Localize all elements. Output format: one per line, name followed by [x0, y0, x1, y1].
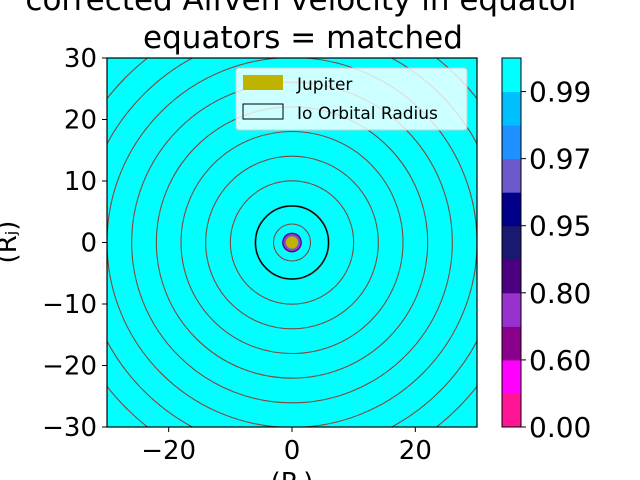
- y-tick-label: −10: [42, 290, 97, 320]
- colorbar-cell: [502, 192, 521, 227]
- y-axis-label: (Rⱼ): [0, 221, 23, 264]
- chart-title-line1: corrected Alfven velocity in equator: [25, 0, 580, 18]
- colorbar-tick-label: 0.00: [529, 411, 591, 444]
- y-tick-label: 20: [64, 106, 97, 136]
- legend-jupiter-swatch: [243, 75, 283, 90]
- chart-title-line2: equators = matched: [143, 20, 463, 56]
- colorbar-cell: [502, 225, 521, 260]
- x-axis-label: (Rⱼ): [271, 468, 314, 480]
- x-tick-label: −20: [141, 436, 196, 466]
- colorbar-tick-label: 0.97: [529, 143, 591, 176]
- x-axis-ticks: −20 0 20: [141, 427, 432, 466]
- y-tick-label: 10: [64, 167, 97, 197]
- colorbar-cell: [502, 158, 521, 193]
- legend-jupiter-label: Jupiter: [296, 75, 352, 95]
- contour-ring: [180, 130, 404, 355]
- colorbar-cell: [502, 125, 521, 160]
- colorbar-ticks: 0.00 0.60 0.80 0.95 0.97 0.99: [521, 76, 591, 444]
- colorbar-cell: [502, 326, 521, 361]
- colorbar-cell: [502, 393, 521, 428]
- colorbar-tick-label: 0.99: [529, 76, 591, 109]
- x-tick-label: 20: [399, 436, 432, 466]
- colorbar-tick-label: 0.80: [529, 277, 591, 310]
- inner-region: [255, 205, 329, 280]
- contour-ring: [205, 155, 379, 330]
- colorbar-cell: [502, 292, 521, 327]
- colorbar-cells: [502, 58, 521, 428]
- legend-io-swatch: [242, 103, 284, 120]
- colorbar: 0.00 0.60 0.80 0.95 0.97 0.99: [501, 57, 591, 444]
- contour-ring: [229, 180, 355, 305]
- legend: Jupiter Io Orbital Radius: [235, 67, 468, 131]
- legend-io-label: Io Orbital Radius: [297, 104, 438, 124]
- io-orbit-ring: [255, 205, 329, 280]
- y-axis-ticks: 30 20 10 0 −10 −20 −30: [42, 44, 107, 443]
- colorbar-cell: [502, 259, 521, 294]
- colorbar-frame: [501, 57, 522, 428]
- contour-ring: [254, 204, 330, 281]
- colorbar-cell: [502, 91, 521, 126]
- colorbar-cell: [502, 58, 521, 93]
- y-tick-label: 0: [80, 229, 97, 259]
- y-tick-label: −30: [42, 413, 97, 443]
- contour-ring: [272, 223, 312, 262]
- colorbar-cell: [502, 359, 521, 394]
- jupiter-disc: [285, 236, 299, 249]
- x-tick-label: 0: [284, 436, 301, 466]
- colorbar-tick-label: 0.60: [529, 344, 591, 377]
- legend-box: [235, 67, 468, 131]
- y-tick-label: −20: [42, 352, 97, 382]
- y-tick-label: 30: [64, 44, 97, 74]
- colorbar-tick-label: 0.95: [529, 210, 591, 243]
